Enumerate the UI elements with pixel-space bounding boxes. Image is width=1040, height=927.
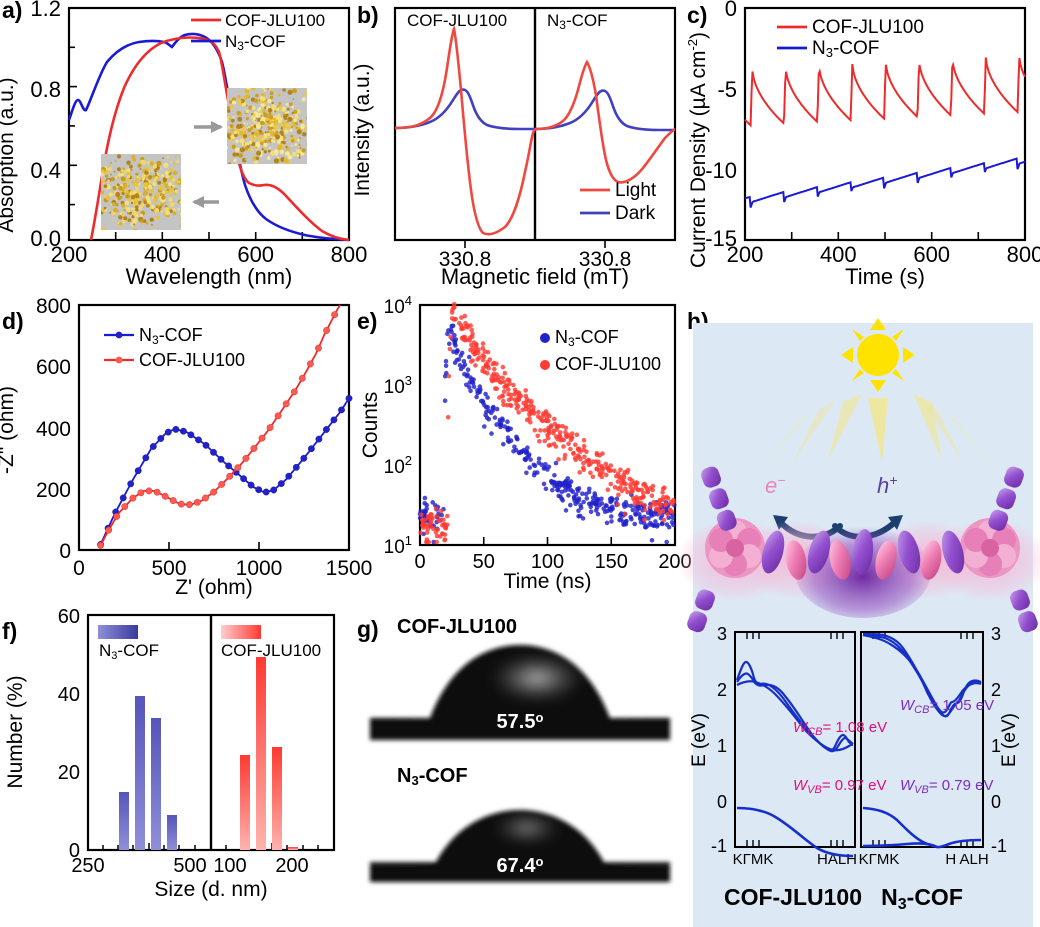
svg-text:500: 500 <box>173 855 206 877</box>
svg-text:N3-COF: N3-COF <box>881 884 963 913</box>
svg-text:E (eV): E (eV) <box>689 713 710 767</box>
svg-text:COF-JLU100: COF-JLU100 <box>225 11 325 30</box>
svg-text:WVB= 0.97 eV: WVB= 0.97 eV <box>793 777 887 796</box>
svg-text:-1: -1 <box>991 836 1007 856</box>
svg-text:0: 0 <box>59 540 71 563</box>
svg-text:-5: -5 <box>717 77 737 102</box>
svg-text:N3-COF: N3-COF <box>139 325 203 347</box>
svg-text:COF-JLU100: COF-JLU100 <box>139 350 245 370</box>
svg-text:COF-JLU100: COF-JLU100 <box>221 641 321 660</box>
svg-text:Number (%): Number (%) <box>4 675 27 788</box>
svg-text:400: 400 <box>36 418 71 441</box>
svg-text:60: 60 <box>58 606 80 628</box>
svg-text:0.8: 0.8 <box>30 77 61 102</box>
svg-text:WCB= 1.05 eV: WCB= 1.05 eV <box>900 697 994 716</box>
svg-text:101: 101 <box>384 533 412 558</box>
svg-text:COF-JLU100: COF-JLU100 <box>812 17 924 38</box>
svg-text:3: 3 <box>717 624 727 644</box>
svg-text:COF-JLU100: COF-JLU100 <box>555 354 661 374</box>
svg-text:3: 3 <box>991 624 1001 644</box>
svg-text:102: 102 <box>384 453 412 478</box>
svg-text:-Z" (ohm): -Z" (ohm) <box>0 386 18 474</box>
svg-text:H ALH: H ALH <box>945 851 988 868</box>
svg-text:N3-COF: N3-COF <box>812 38 879 60</box>
svg-text:WCB= 1.08 eV: WCB= 1.08 eV <box>793 719 887 738</box>
svg-text:104: 104 <box>384 293 412 318</box>
svg-text:N3-COF: N3-COF <box>555 327 619 349</box>
svg-text:Intensity (a.u.): Intensity (a.u.) <box>351 63 374 196</box>
svg-text:2: 2 <box>717 680 727 700</box>
svg-text:200: 200 <box>36 479 71 502</box>
svg-text:0.4: 0.4 <box>30 158 61 183</box>
svg-text:Dark: Dark <box>615 203 656 224</box>
svg-text:N3-COF: N3-COF <box>547 11 608 32</box>
svg-text:0: 0 <box>725 0 737 21</box>
svg-text:1.2: 1.2 <box>30 0 61 21</box>
svg-text:WVB= 0.79 eV: WVB= 0.79 eV <box>900 777 994 796</box>
svg-text:1: 1 <box>717 736 727 756</box>
svg-text:100: 100 <box>213 855 246 877</box>
svg-text:N3-COF: N3-COF <box>225 32 286 53</box>
svg-text:Counts: Counts <box>359 392 382 459</box>
svg-text:103: 103 <box>384 373 412 398</box>
svg-text:N3-COF: N3-COF <box>99 641 159 662</box>
svg-text:250: 250 <box>71 855 104 877</box>
svg-text:20: 20 <box>58 762 80 784</box>
svg-text:40: 40 <box>58 684 80 706</box>
svg-text:200: 200 <box>275 855 308 877</box>
svg-text:KΓMK: KΓMK <box>733 851 774 868</box>
svg-text:-1: -1 <box>711 836 727 856</box>
svg-text:Absorption (a.u.): Absorption (a.u.) <box>0 77 18 232</box>
svg-text:0: 0 <box>717 792 727 812</box>
svg-text:Light: Light <box>615 180 657 201</box>
svg-text:KΓMK: KΓMK <box>859 851 900 868</box>
svg-text:E (eV): E (eV) <box>999 713 1020 767</box>
svg-text:COF-JLU100: COF-JLU100 <box>407 11 507 30</box>
svg-text:0: 0 <box>991 792 1001 812</box>
svg-text:600: 600 <box>36 356 71 379</box>
svg-text:Current Density (µA cm-2): Current Density (µA cm-2) <box>685 32 710 268</box>
svg-text:800: 800 <box>36 295 71 318</box>
svg-text:COF-JLU100: COF-JLU100 <box>724 884 862 910</box>
